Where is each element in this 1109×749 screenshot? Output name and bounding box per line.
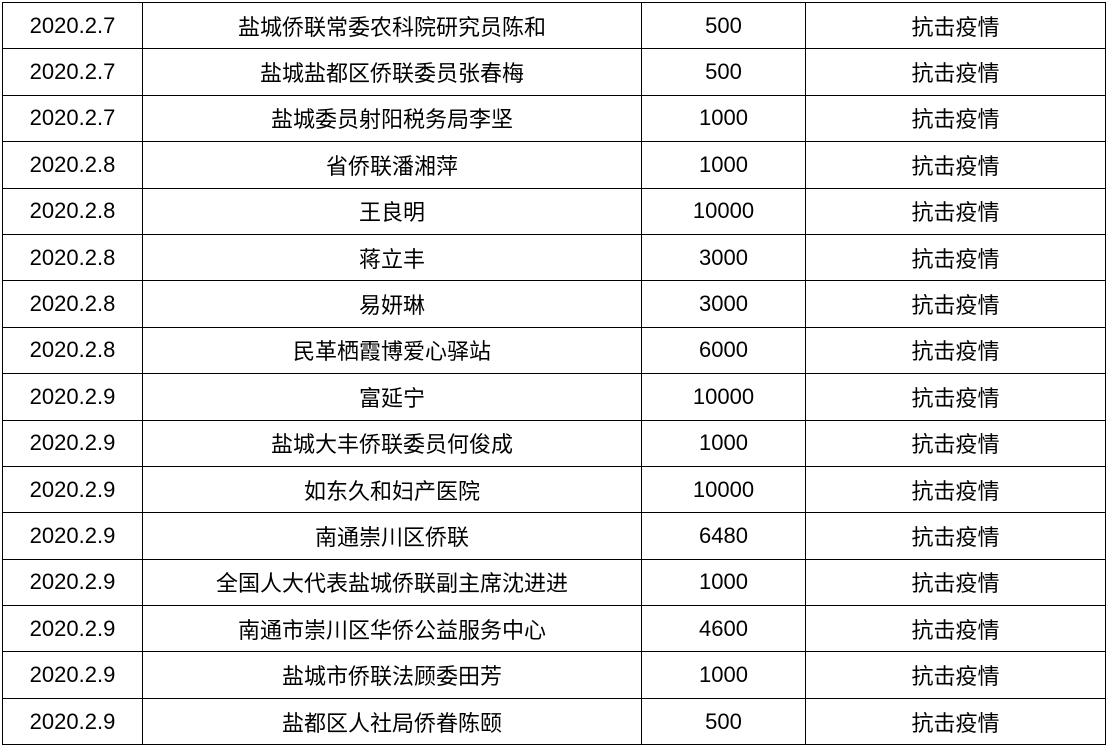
cell-purpose: 抗击疫情 xyxy=(805,326,1106,375)
cell-donor: 盐城大丰侨联委员何俊成 xyxy=(142,419,642,467)
cell-donor: 全国人大代表盐城侨联副主席沈进进 xyxy=(142,558,642,607)
cell-date: 2020.2.9 xyxy=(2,558,143,607)
cell-date: 2020.2.7 xyxy=(2,48,143,96)
cell-purpose: 抗击疫情 xyxy=(805,94,1106,143)
cell-amount: 500 xyxy=(641,1,806,50)
cell-donor: 南通崇川区侨联 xyxy=(142,512,642,560)
table-row: 2020.2.9 全国人大代表盐城侨联副主席沈进进 1000 抗击疫情 xyxy=(2,558,1106,607)
cell-donor: 如东久和妇产医院 xyxy=(142,465,642,514)
cell-date: 2020.2.9 xyxy=(2,465,143,514)
cell-donor: 南通市崇川区华侨公益服务中心 xyxy=(142,605,642,653)
table-row: 2020.2.8 王良明 10000 抗击疫情 xyxy=(2,187,1106,235)
cell-purpose: 抗击疫情 xyxy=(805,141,1106,189)
cell-amount: 10000 xyxy=(641,465,806,514)
cell-amount: 1000 xyxy=(641,651,806,699)
table-row: 2020.2.9 如东久和妇产医院 10000 抗击疫情 xyxy=(2,465,1106,514)
table-row: 2020.2.8 易妍琳 3000 抗击疫情 xyxy=(2,280,1106,328)
cell-donor: 民革栖霞博爱心驿站 xyxy=(142,326,642,375)
cell-purpose: 抗击疫情 xyxy=(805,465,1106,514)
table-row: 2020.2.7 盐城盐都区侨联委员张春梅 500 抗击疫情 xyxy=(2,48,1106,96)
cell-date: 2020.2.9 xyxy=(2,605,143,653)
cell-donor: 蒋立丰 xyxy=(142,233,642,282)
table-row: 2020.2.7 盐城侨联常委农科院研究员陈和 500 抗击疫情 xyxy=(2,1,1106,50)
cell-date: 2020.2.8 xyxy=(2,326,143,375)
cell-purpose: 抗击疫情 xyxy=(805,373,1106,421)
table-row: 2020.2.7 盐城委员射阳税务局李坚 1000 抗击疫情 xyxy=(2,94,1106,143)
cell-purpose: 抗击疫情 xyxy=(805,233,1106,282)
table-row: 2020.2.8 蒋立丰 3000 抗击疫情 xyxy=(2,233,1106,282)
cell-purpose: 抗击疫情 xyxy=(805,697,1106,746)
cell-purpose: 抗击疫情 xyxy=(805,651,1106,699)
cell-amount: 10000 xyxy=(641,187,806,235)
cell-amount: 500 xyxy=(641,697,806,746)
cell-donor: 富延宁 xyxy=(142,373,642,421)
cell-amount: 3000 xyxy=(641,233,806,282)
table-row: 2020.2.9 南通市崇川区华侨公益服务中心 4600 抗击疫情 xyxy=(2,605,1106,653)
cell-date: 2020.2.7 xyxy=(2,1,143,50)
cell-date: 2020.2.9 xyxy=(2,512,143,560)
table-row: 2020.2.9 南通崇川区侨联 6480 抗击疫情 xyxy=(2,512,1106,560)
table-row: 2020.2.9 富延宁 10000 抗击疫情 xyxy=(2,373,1106,421)
cell-purpose: 抗击疫情 xyxy=(805,280,1106,328)
cell-purpose: 抗击疫情 xyxy=(805,605,1106,653)
cell-date: 2020.2.9 xyxy=(2,373,143,421)
table-row: 2020.2.9 盐都区人社局侨眷陈颐 500 抗击疫情 xyxy=(2,697,1106,746)
table-row: 2020.2.9 盐城大丰侨联委员何俊成 1000 抗击疫情 xyxy=(2,419,1106,467)
cell-date: 2020.2.8 xyxy=(2,233,143,282)
cell-purpose: 抗击疫情 xyxy=(805,48,1106,96)
cell-amount: 1000 xyxy=(641,94,806,143)
cell-purpose: 抗击疫情 xyxy=(805,419,1106,467)
cell-amount: 1000 xyxy=(641,141,806,189)
cell-amount: 500 xyxy=(641,48,806,96)
cell-amount: 4600 xyxy=(641,605,806,653)
cell-date: 2020.2.8 xyxy=(2,141,143,189)
cell-donor: 盐都区人社局侨眷陈颐 xyxy=(142,697,642,746)
cell-purpose: 抗击疫情 xyxy=(805,1,1106,50)
cell-purpose: 抗击疫情 xyxy=(805,187,1106,235)
table-row: 2020.2.8 省侨联潘湘萍 1000 抗击疫情 xyxy=(2,141,1106,189)
cell-date: 2020.2.9 xyxy=(2,419,143,467)
cell-donor: 王良明 xyxy=(142,187,642,235)
cell-amount: 6000 xyxy=(641,326,806,375)
cell-date: 2020.2.8 xyxy=(2,187,143,235)
cell-donor: 盐城委员射阳税务局李坚 xyxy=(142,94,642,143)
cell-donor: 省侨联潘湘萍 xyxy=(142,141,642,189)
cell-date: 2020.2.8 xyxy=(2,280,143,328)
cell-purpose: 抗击疫情 xyxy=(805,512,1106,560)
cell-amount: 1000 xyxy=(641,419,806,467)
table-row: 2020.2.9 盐城市侨联法顾委田芳 1000 抗击疫情 xyxy=(2,651,1106,699)
cell-amount: 3000 xyxy=(641,280,806,328)
table-row: 2020.2.8 民革栖霞博爱心驿站 6000 抗击疫情 xyxy=(2,326,1106,375)
cell-donor: 盐城侨联常委农科院研究员陈和 xyxy=(142,1,642,50)
cell-donor: 盐城盐都区侨联委员张春梅 xyxy=(142,48,642,96)
cell-amount: 6480 xyxy=(641,512,806,560)
cell-amount: 10000 xyxy=(641,373,806,421)
cell-donor: 易妍琳 xyxy=(142,280,642,328)
cell-date: 2020.2.7 xyxy=(2,94,143,143)
cell-donor: 盐城市侨联法顾委田芳 xyxy=(142,651,642,699)
cell-purpose: 抗击疫情 xyxy=(805,558,1106,607)
cell-date: 2020.2.9 xyxy=(2,697,143,746)
cell-amount: 1000 xyxy=(641,558,806,607)
cell-date: 2020.2.9 xyxy=(2,651,143,699)
